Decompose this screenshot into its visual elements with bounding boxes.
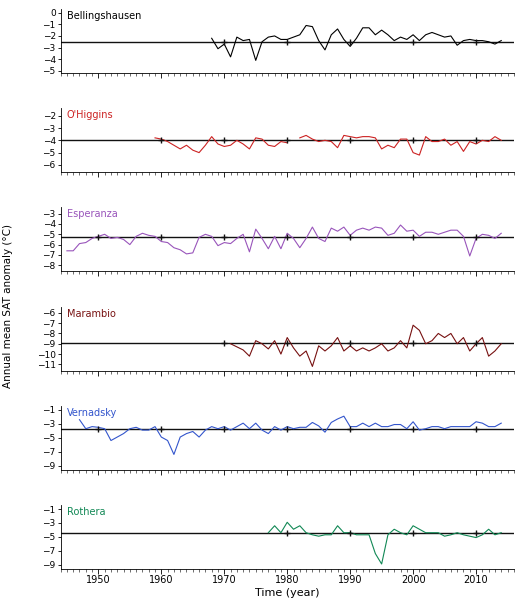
Text: Marambio: Marambio (67, 308, 116, 319)
X-axis label: Time (year): Time (year) (255, 588, 319, 598)
Text: Rothera: Rothera (67, 507, 105, 517)
Text: O'Higgins: O'Higgins (67, 110, 114, 120)
Text: Vernadsky: Vernadsky (67, 408, 117, 417)
Text: Bellingshausen: Bellingshausen (67, 11, 141, 21)
Text: Annual mean SAT anomaly (°C): Annual mean SAT anomaly (°C) (3, 224, 13, 389)
Text: Esperanza: Esperanza (67, 210, 118, 219)
